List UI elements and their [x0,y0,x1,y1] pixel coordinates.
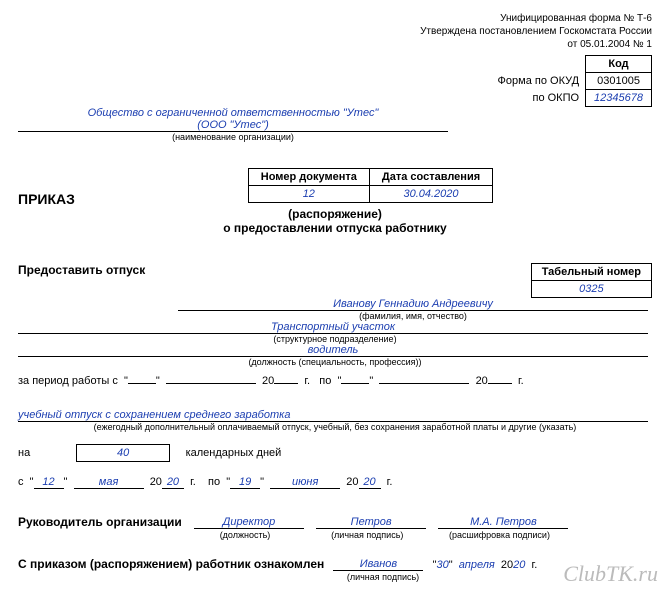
manager-row: Руководитель организации Директор Петров… [18,515,652,529]
leave-type-caption: (ежегодный дополнительный оплачиваемый о… [18,422,652,432]
doc-title: ПРИКАЗ [18,191,75,207]
position-caption: (должность (специальность, профессия)) [18,357,652,367]
fio-value: Иванову Геннадию Андреевичу [333,298,493,310]
position-value: водитель [308,344,359,356]
leave-type: учебный отпуск с сохранением среднего за… [18,409,290,421]
days-label: календарных дней [186,447,282,459]
ack-label: С приказом (распоряжением) работник озна… [18,557,324,571]
org-name-line1: Общество с ограниченной ответственностью… [88,107,379,119]
tabnum-table: Табельный номер 0325 [531,263,652,298]
org-block: Общество с ограниченной ответственностью… [18,107,652,142]
codes-table: Код Форма по ОКУД0301005 по ОКПО12345678 [490,55,652,107]
na-label: на [18,447,30,459]
dept-caption: (структурное подразделение) [18,334,652,344]
leave-dates: с "12" мая 2020 г. по "19" июня 2020 г. [18,476,652,489]
title-block: ПРИКАЗ Номер документа Дата составления … [18,168,652,235]
okud-label: Форма по ОКУД [490,73,586,90]
okud-value: 0301005 [586,73,652,90]
manager-decode: М.А. Петров [438,516,568,529]
work-period: за период работы с "" 20 г. по "" 20 г. [18,375,652,387]
doc-number-header: Номер документа [248,169,369,186]
fio-caption: (фамилия, имя, отчество) [178,311,648,321]
doc-date: 30.04.2020 [369,186,492,203]
header-line3: от 05.01.2004 № 1 [18,38,652,51]
manager-label: Руководитель организации [18,515,182,529]
form-header: Унифицированная форма № Т-6 Утверждена п… [18,12,652,51]
ack-row: С приказом (распоряжением) работник озна… [18,557,652,571]
okpo-value: 12345678 [586,90,652,107]
header-line2: Утверждена постановлением Госкомстата Ро… [18,25,652,38]
doc-subtitle2: о предоставлении отпуска работнику [18,221,652,235]
doc-subtitle1: (распоряжение) [18,207,652,221]
header-line1: Унифицированная форма № Т-6 [18,12,652,25]
watermark: ClubTK.ru [563,561,658,587]
manager-captions: (должность) (личная подпись) (расшифровк… [190,529,652,541]
manager-sign: Петров [316,516,426,529]
doc-number: 12 [248,186,369,203]
kod-header: Код [586,56,652,73]
okpo-label: по ОКПО [490,90,586,107]
doc-meta-table: Номер документа Дата составления 12 30.0… [248,168,493,203]
days-box: 40 [76,444,170,462]
doc-date-header: Дата составления [369,169,492,186]
ack-sign: Иванов [333,558,423,571]
org-name-line2: (ООО "Утес") [197,119,269,131]
dept-value: Транспортный участок [271,321,395,333]
org-caption: (наименование организации) [18,132,448,142]
tabnum-header: Табельный номер [531,264,651,281]
tabnum-value: 0325 [531,281,651,298]
manager-position: Директор [194,516,304,529]
